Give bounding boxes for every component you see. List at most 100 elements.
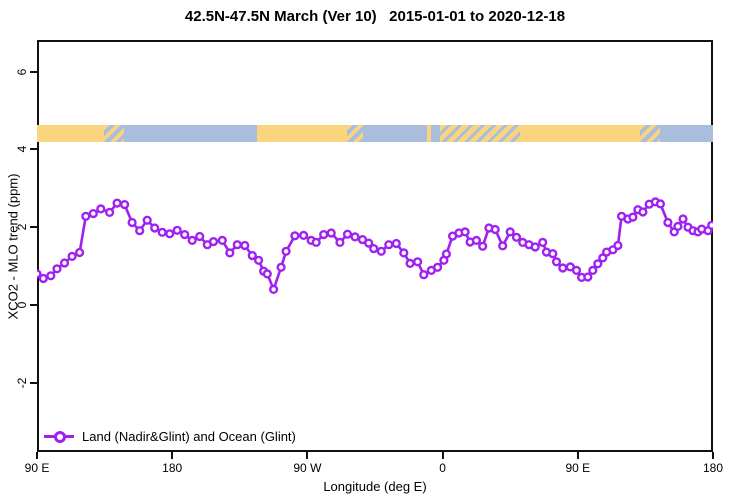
series-marker <box>505 227 515 237</box>
series-marker <box>471 235 482 246</box>
series-marker <box>217 235 227 246</box>
series-marker <box>364 238 374 248</box>
series-marker <box>678 214 688 224</box>
series-marker <box>46 271 56 281</box>
series-marker <box>530 242 540 252</box>
series-marker <box>399 248 409 258</box>
x-tick-mark <box>441 452 444 459</box>
series-marker <box>172 225 182 235</box>
series-marker <box>551 257 562 267</box>
strip-segment-land <box>37 125 104 142</box>
series-marker <box>326 228 336 238</box>
legend-marker-icon <box>54 431 66 443</box>
series-marker <box>112 198 122 208</box>
series-marker <box>262 269 272 279</box>
legend-label: Land (Nadir&Glint) and Ocean (Glint) <box>82 428 296 444</box>
x-tick-label: 90 W <box>293 461 322 475</box>
x-tick-label: 0 <box>439 461 446 475</box>
series-marker <box>413 257 423 267</box>
strip-segment-land <box>520 125 640 142</box>
series-marker <box>150 223 160 233</box>
series-marker <box>419 270 429 280</box>
series-marker <box>663 217 673 228</box>
series-marker <box>673 221 683 232</box>
strip-segment-mix <box>103 125 125 142</box>
y-tick-mark <box>30 148 37 151</box>
series-marker <box>613 240 623 251</box>
series-marker <box>593 259 603 269</box>
x-tick-label: 90 E <box>565 461 591 475</box>
strip-segment-ocean <box>660 125 713 142</box>
series-marker <box>276 262 286 272</box>
series-marker <box>290 231 300 241</box>
series-marker <box>254 255 264 265</box>
series-marker <box>588 265 598 276</box>
strip-segment-mix <box>439 125 521 142</box>
series-marker <box>195 231 205 242</box>
y-tick-mark <box>30 381 37 384</box>
x-tick-label: 180 <box>702 461 724 475</box>
series-marker <box>59 258 70 268</box>
x-axis-label: Longitude (deg E) <box>323 479 427 494</box>
strip-segment-land <box>427 125 432 142</box>
series-marker <box>52 264 62 274</box>
series-marker <box>135 226 145 236</box>
x-tick-mark <box>306 452 309 459</box>
series-marker <box>127 217 137 228</box>
legend-key-icon <box>44 428 74 444</box>
series-marker <box>74 247 85 258</box>
series-marker <box>104 207 115 218</box>
series-marker <box>433 262 443 272</box>
series-marker <box>81 211 91 221</box>
series-marker <box>342 229 353 239</box>
series-marker <box>376 246 386 256</box>
series-marker <box>628 212 638 222</box>
land-ocean-strip <box>37 125 713 142</box>
series-marker <box>269 284 279 295</box>
series-marker <box>511 232 522 242</box>
y-axis-label: XCO2 - MLO trend (ppm) <box>5 173 21 320</box>
y-tick-label: 6 <box>15 68 29 75</box>
series-marker <box>391 238 401 249</box>
plot-area <box>37 40 713 452</box>
series-marker <box>225 248 235 258</box>
x-tick-mark <box>36 452 38 459</box>
data-series-svg <box>37 197 713 295</box>
strip-segment-ocean <box>431 125 440 142</box>
x-tick-label: 180 <box>162 461 183 475</box>
strip-segment-ocean <box>124 125 257 142</box>
series-marker <box>180 230 190 240</box>
x-tick-label: 90 E <box>24 461 50 475</box>
x-tick-mark <box>171 452 174 459</box>
series-marker <box>37 269 42 279</box>
y-tick-label: -2 <box>15 377 29 389</box>
series-marker <box>571 265 582 276</box>
series-marker <box>638 207 648 217</box>
strip-segment-ocean <box>362 125 428 142</box>
series-marker <box>240 240 250 251</box>
y-tick-mark <box>30 70 37 73</box>
series-marker <box>38 273 48 284</box>
y-tick-mark <box>30 226 37 229</box>
series-marker <box>478 241 488 251</box>
series-marker <box>384 240 394 250</box>
x-tick-mark <box>712 452 714 459</box>
series-marker <box>583 272 593 282</box>
series-marker <box>460 227 470 237</box>
strip-segment-mix <box>639 125 661 142</box>
legend: Land (Nadir&Glint) and Ocean (Glint) <box>44 428 296 444</box>
series-marker <box>187 235 197 246</box>
series-marker <box>281 246 291 256</box>
series-marker <box>558 263 568 273</box>
series-marker <box>165 229 175 239</box>
series-marker <box>538 237 548 248</box>
series-marker <box>498 241 508 251</box>
series-marker <box>655 199 666 209</box>
series-marker <box>208 237 219 247</box>
series-marker <box>548 249 558 259</box>
series-marker <box>247 251 257 261</box>
series-marker <box>119 200 130 210</box>
series-marker <box>405 258 415 269</box>
series-marker <box>319 230 329 240</box>
